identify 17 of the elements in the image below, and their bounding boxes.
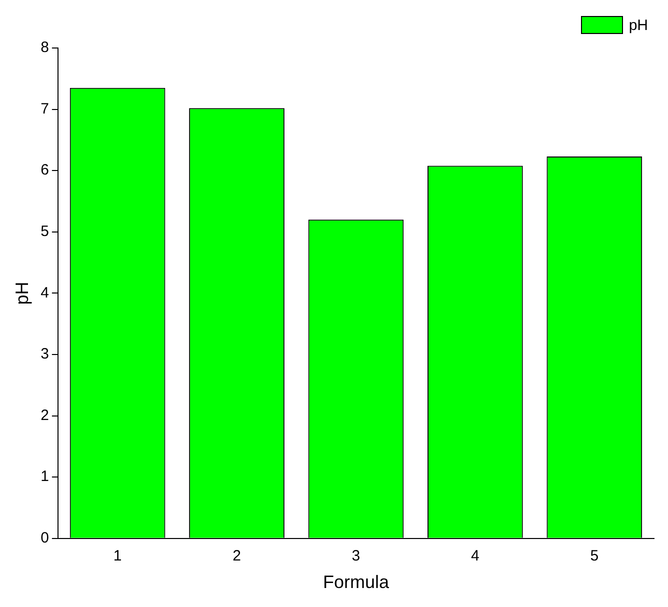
y-tick-label: 0: [40, 530, 49, 547]
x-tick-label: 4: [471, 548, 480, 565]
y-tick-label: 6: [40, 162, 49, 179]
x-axis-title: Formula: [322, 572, 390, 592]
x-tick-label: 5: [590, 548, 599, 565]
y-tick-label: 7: [40, 100, 49, 118]
y-tick-label: 2: [40, 406, 49, 424]
y-tick-label: 5: [40, 223, 49, 240]
y-tick-label: 4: [40, 284, 49, 302]
text: pH: [628, 16, 648, 34]
y-tick-label: 8: [40, 39, 49, 56]
y-tick-label: 3: [40, 346, 49, 363]
y-axis-title: pH: [12, 282, 32, 305]
y-tick-label: 1: [40, 468, 49, 486]
x-tick-label: 1: [113, 548, 122, 565]
x-tick-label: 3: [352, 548, 360, 565]
x-tick-label: 2: [232, 548, 241, 565]
